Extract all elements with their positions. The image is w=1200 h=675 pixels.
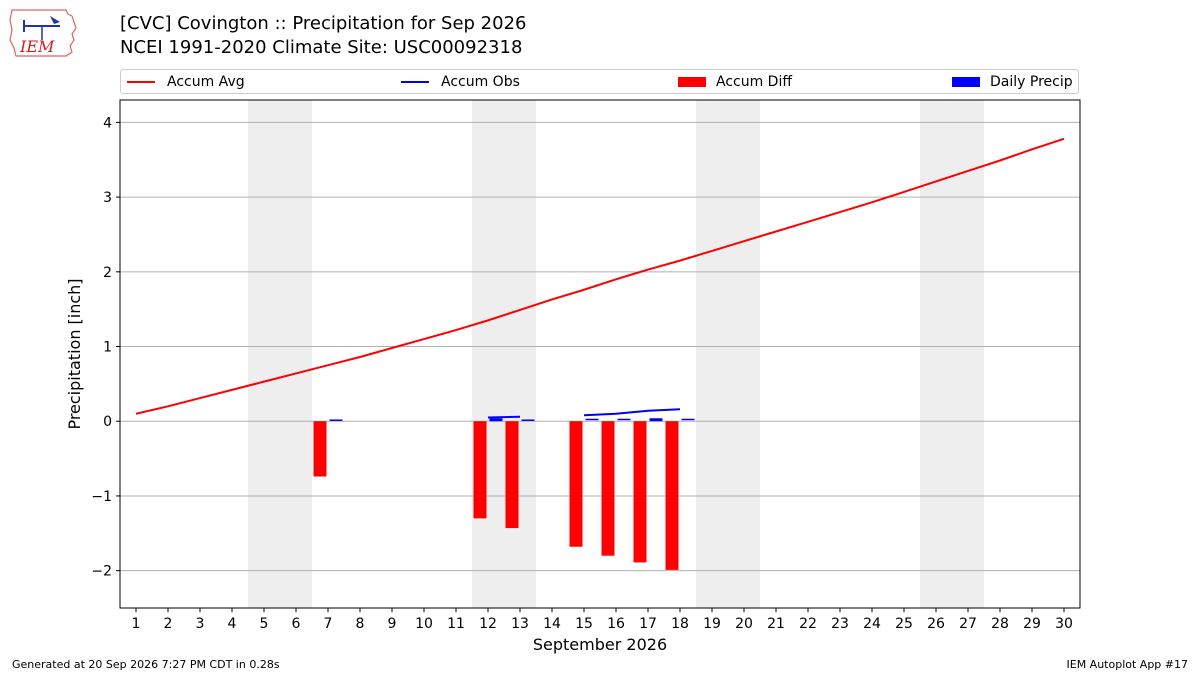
x-tick-label: 4 [228, 616, 237, 632]
accum-diff-bar-13 [505, 421, 519, 529]
x-tick-label: 21 [767, 616, 785, 632]
x-tick-label: 22 [799, 616, 817, 632]
x-tick-label: 23 [831, 616, 849, 632]
y-tick-label: 0 [103, 414, 112, 430]
x-tick-label: 1 [132, 616, 141, 632]
accum-avg-line [135, 137, 1065, 415]
x-tick-label: 26 [927, 616, 945, 632]
legend-item-daily-precip: Daily Precip [952, 73, 1073, 91]
daily-precip-bar-17 [649, 418, 663, 422]
weekend-band-5 [248, 100, 280, 608]
y-tick-label: −2 [91, 564, 112, 580]
x-tick-label: 29 [1023, 616, 1041, 632]
gridlines [120, 121, 1080, 572]
weekend-band-27 [952, 100, 984, 608]
legend-label: Accum Obs [441, 74, 520, 90]
legend-label: Accum Avg [167, 74, 245, 90]
x-axis-label: September 2026 [533, 635, 667, 654]
x-tick-label: 14 [543, 616, 561, 632]
y-tick-label: −1 [91, 489, 112, 505]
footer-app: IEM Autoplot App #17 [1066, 658, 1189, 671]
plot-frame [119, 99, 1081, 609]
x-tick-label: 19 [703, 616, 721, 632]
legend-item-accum-diff: Accum Diff [678, 73, 792, 91]
logo-text: IEM [19, 37, 55, 56]
weekend-band-13 [504, 100, 536, 608]
daily-precip-bar-7 [329, 419, 343, 421]
x-tick-label: 25 [895, 616, 913, 632]
x-tick-label: 3 [196, 616, 205, 632]
y-tick-label: 2 [103, 265, 112, 281]
daily-precip-bar-16 [617, 418, 631, 421]
x-tick-label: 13 [511, 616, 529, 632]
weekend-band-19 [696, 100, 728, 608]
bars [313, 418, 695, 570]
footer-generated: Generated at 20 Sep 2026 7:27 PM CDT in … [12, 658, 280, 671]
x-tick-label: 5 [260, 616, 269, 632]
accum-diff-bar-17 [633, 421, 647, 563]
daily-precip-bar-13 [521, 419, 535, 421]
x-tick-label: 12 [479, 616, 497, 632]
daily-precip-bar-12 [489, 418, 503, 422]
legend-item-accum-avg: Accum Avg [127, 73, 245, 91]
x-tick-label: 30 [1055, 616, 1073, 632]
chart-subtitle: NCEI 1991-2020 Climate Site: USC00092318 [120, 37, 523, 58]
x-tick-label: 27 [959, 616, 977, 632]
x-tick-label: 18 [671, 616, 689, 632]
iem-iowa-logo-icon: IEM [9, 9, 77, 57]
chart-title: [CVC] Covington :: Precipitation for Sep… [120, 13, 527, 34]
weekend-band-26 [920, 100, 952, 608]
x-tick-label: 16 [607, 616, 625, 632]
legend-swatch [127, 81, 155, 83]
accum-diff-bar-15 [569, 421, 583, 547]
x-tick-label: 11 [447, 616, 465, 632]
accum-diff-bar-18 [665, 421, 679, 570]
y-axis-label: Precipitation [inch] [65, 278, 84, 429]
x-tick-label: 20 [735, 616, 753, 632]
x-tick-label: 10 [415, 616, 433, 632]
legend-swatch [952, 77, 980, 87]
daily-precip-bar-15 [585, 418, 599, 421]
y-tick-label: 1 [103, 340, 112, 356]
legend-swatch [401, 81, 429, 83]
legend-label: Daily Precip [990, 74, 1073, 90]
accum-obs-line-0 [487, 415, 521, 419]
legend-label: Accum Diff [716, 74, 793, 90]
x-tick-label: 6 [292, 616, 301, 632]
weekend-band-20 [728, 100, 760, 608]
series-lines [135, 137, 1065, 419]
y-tick-label: 3 [103, 190, 112, 206]
legend-swatch [678, 77, 706, 87]
x-tick-label: 17 [639, 616, 657, 632]
x-tick-label: 15 [575, 616, 593, 632]
accum-obs-line-1 [583, 408, 681, 417]
x-tick-label: 2 [164, 616, 173, 632]
x-tick-label: 24 [863, 616, 881, 632]
accum-diff-bar-7 [313, 421, 327, 477]
x-tick-label: 7 [324, 616, 333, 632]
weekend-band-12 [472, 100, 504, 608]
weekend-band-6 [280, 100, 312, 608]
accum-diff-bar-16 [601, 421, 615, 556]
x-tick-label: 8 [356, 616, 365, 632]
x-tick-label: 9 [388, 616, 397, 632]
daily-precip-bar-18 [681, 418, 695, 421]
legend-item-accum-obs: Accum Obs [401, 73, 520, 91]
y-tick-label: 4 [103, 115, 112, 131]
legend: Accum Avg Accum Obs Accum Diff Daily Pre… [120, 69, 1079, 94]
weekend-shading [248, 100, 984, 608]
accum-diff-bar-12 [473, 421, 487, 519]
x-tick-label: 28 [991, 616, 1009, 632]
